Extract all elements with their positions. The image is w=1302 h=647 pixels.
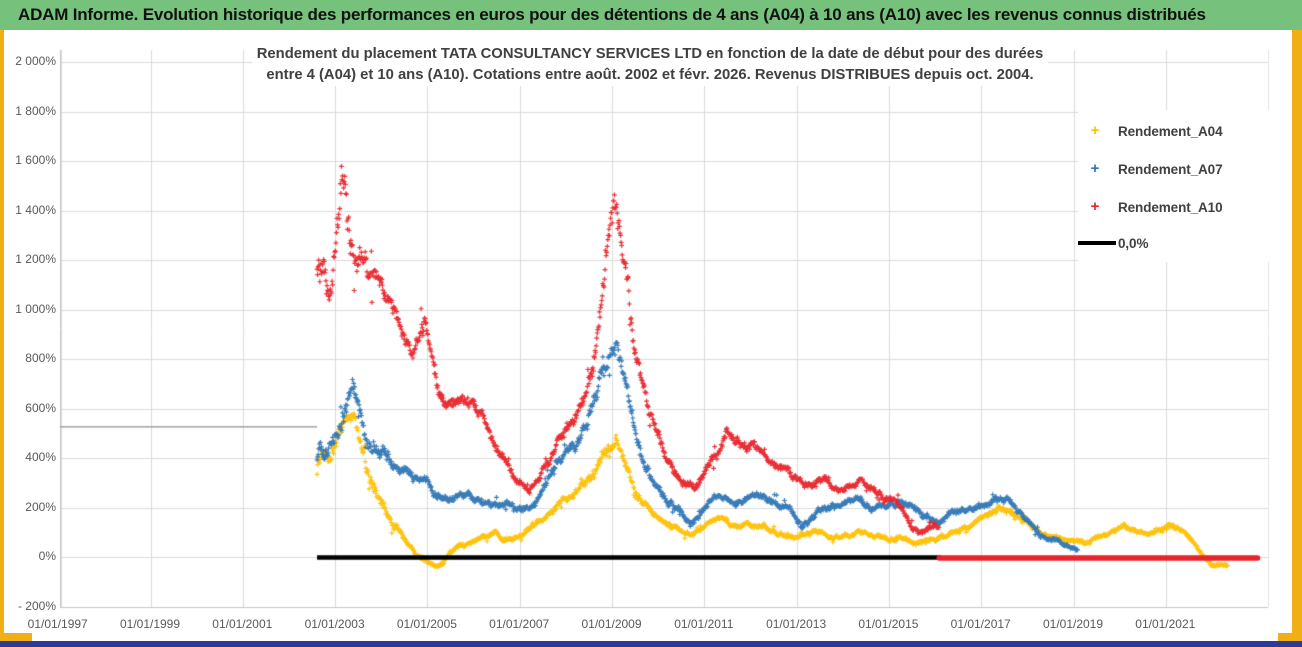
x-tick-label: 01/01/2021 xyxy=(1135,617,1196,631)
y-tick-label: 1 000% xyxy=(15,301,56,316)
legend-label: Rendement_A04 xyxy=(1118,123,1223,139)
y-tick-label: 400% xyxy=(25,450,56,465)
x-tick-label: 01/01/1997 xyxy=(27,617,88,631)
plus-marker-icon: + xyxy=(1090,122,1100,139)
y-tick-label: 0% xyxy=(38,549,56,564)
x-tick-label: 01/01/2015 xyxy=(858,617,919,631)
x-tick-label: 01/01/2009 xyxy=(581,617,642,631)
gold-corner-bottom-right xyxy=(1278,633,1302,641)
y-tick-label: 1 400% xyxy=(15,202,56,217)
chart-title-line1: Rendement du placement TATA CONSULTANCY … xyxy=(251,44,1049,65)
y-tick-label: 1 600% xyxy=(15,153,56,168)
x-tick-label: 01/01/2007 xyxy=(489,617,550,631)
y-tick-label: - 200% xyxy=(17,598,56,613)
chart-title: Rendement du placement TATA CONSULTANCY … xyxy=(160,44,1140,86)
plus-marker-icon: + xyxy=(1090,198,1100,215)
y-tick-label: 1 800% xyxy=(15,103,56,118)
x-tick-label: 01/01/2011 xyxy=(674,617,734,631)
navy-bottom-strip xyxy=(0,641,1302,647)
x-tick-label: 01/01/1999 xyxy=(119,617,181,631)
legend-item-0-0-: 0,0% xyxy=(1078,233,1278,253)
chart-title-line2: entre 4 (A04) et 10 ans (A10). Cotations… xyxy=(261,65,1039,86)
y-tick-label: 600% xyxy=(25,400,56,415)
legend-item-rendement-a07: + Rendement_A07 xyxy=(1078,159,1278,179)
legend-item-rendement-a10: + Rendement_A10 xyxy=(1078,197,1278,217)
legend-label: Rendement_A07 xyxy=(1118,161,1223,177)
plus-marker-icon: + xyxy=(1090,160,1100,177)
chart-legend: + Rendement_A04 + Rendement_A07 + Rendement_A… xyxy=(1078,110,1278,262)
report-title: ADAM Informe. Evolution historique des p… xyxy=(18,5,1206,24)
x-tick-label: 01/01/2001 xyxy=(212,617,273,631)
y-tick-label: 2 000% xyxy=(15,54,56,68)
y-tick-label: 200% xyxy=(25,499,56,514)
x-tick-label: 01/01/2017 xyxy=(950,617,1011,631)
gold-corner-bottom-left xyxy=(0,633,32,641)
x-tick-label: 01/01/2003 xyxy=(304,617,365,631)
x-tick-label: 01/01/2013 xyxy=(766,617,827,631)
legend-item-rendement-a04: + Rendement_A04 xyxy=(1078,121,1278,141)
x-tick-label: 01/01/2005 xyxy=(396,617,457,631)
zero-line-swatch xyxy=(1078,241,1116,245)
x-tick-label: 01/01/2019 xyxy=(1042,617,1104,631)
legend-label: 0,0% xyxy=(1118,235,1149,251)
y-tick-label: 800% xyxy=(25,351,56,366)
report-header-bar: ADAM Informe. Evolution historique des p… xyxy=(0,0,1302,30)
legend-label: Rendement_A10 xyxy=(1118,199,1223,215)
gold-border-left xyxy=(0,30,4,647)
gold-border-right xyxy=(1292,30,1302,647)
y-tick-label: 1 200% xyxy=(15,252,56,267)
